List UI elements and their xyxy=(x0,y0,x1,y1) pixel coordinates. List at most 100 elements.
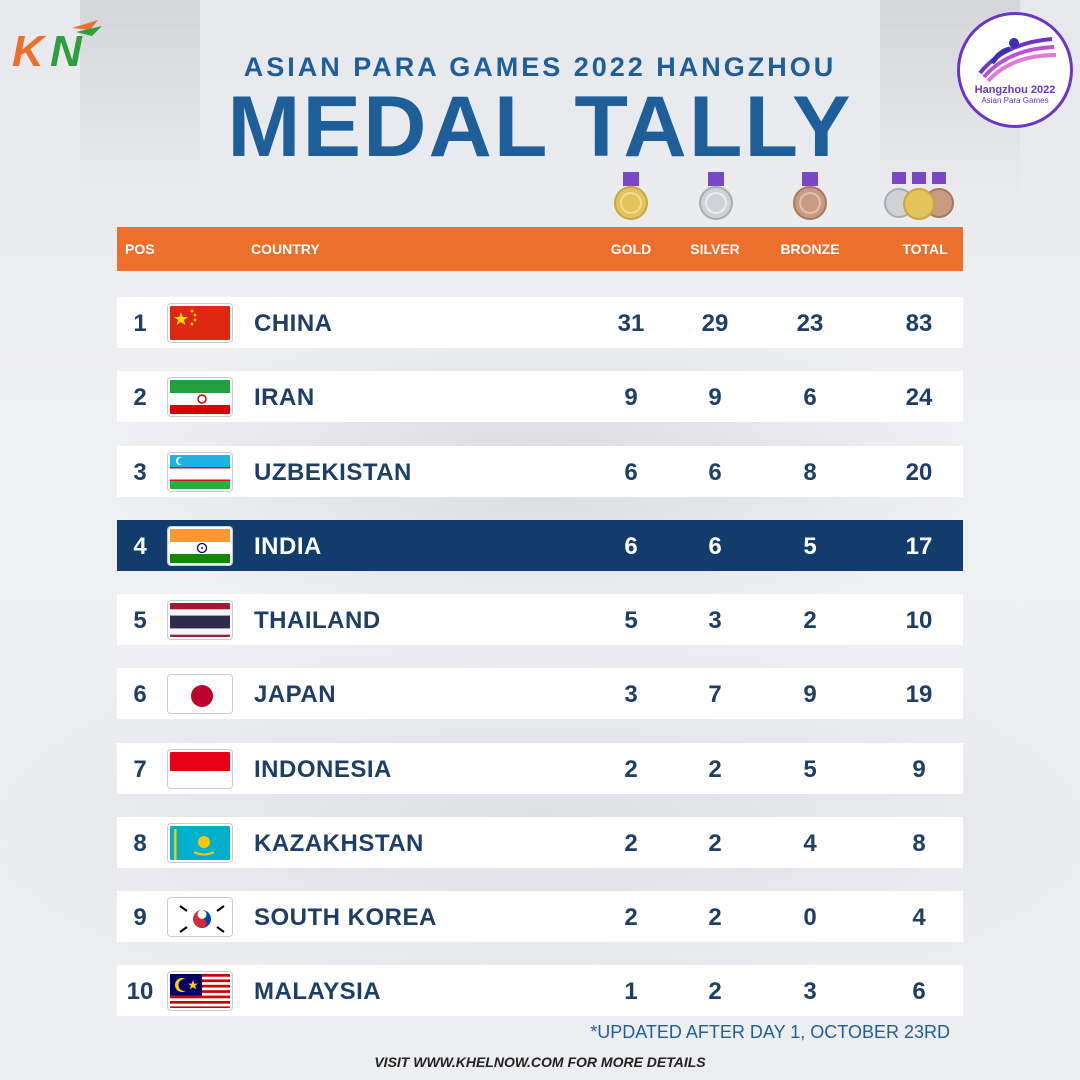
games-emblem-icon xyxy=(978,37,1057,83)
row-bronze: 9 xyxy=(803,681,817,708)
total-medals-icon xyxy=(884,172,954,220)
iran-flag-icon xyxy=(168,378,232,416)
malaysia-flag-icon xyxy=(168,972,232,1010)
row-position: 2 xyxy=(133,384,147,411)
row-position: 4 xyxy=(133,533,147,560)
header-country: COUNTRY xyxy=(251,241,320,257)
row-bronze: 6 xyxy=(803,384,817,411)
row-gold: 2 xyxy=(624,756,638,783)
row-country: CHINA xyxy=(254,310,333,337)
row-total: 24 xyxy=(905,384,933,411)
row-bronze: 5 xyxy=(803,756,817,783)
row-country: MALAYSIA xyxy=(254,978,382,1005)
row-gold: 9 xyxy=(624,384,638,411)
india-flag-icon xyxy=(168,527,232,565)
header-gold: GOLD xyxy=(610,241,652,257)
table-row: 7 INDONESIA 2 2 5 9 xyxy=(117,743,963,794)
row-bronze: 5 xyxy=(803,533,817,560)
row-gold: 5 xyxy=(624,607,638,634)
japan-flag-icon xyxy=(168,675,232,713)
row-position: 1 xyxy=(133,310,147,337)
table-row: 5 THAILAND 5 3 2 10 xyxy=(117,594,963,645)
row-total: 17 xyxy=(905,533,933,560)
row-country: IRAN xyxy=(254,384,315,411)
header-pos: POS xyxy=(125,241,155,257)
row-gold: 31 xyxy=(617,310,645,337)
row-bronze: 8 xyxy=(803,459,817,486)
row-silver: 29 xyxy=(701,310,729,337)
page-title: MEDAL TALLY xyxy=(227,79,853,175)
row-position: 10 xyxy=(126,978,154,1005)
table-row: 1 CHINA 31 29 23 83 xyxy=(117,297,963,348)
table-row: 2 IRAN 9 9 6 24 xyxy=(117,371,963,422)
row-total: 8 xyxy=(912,830,926,857)
row-silver: 6 xyxy=(708,459,722,486)
row-total: 83 xyxy=(905,310,933,337)
svg-text:K: K xyxy=(12,27,47,76)
row-country: SOUTH KOREA xyxy=(254,904,437,931)
row-position: 7 xyxy=(133,756,147,783)
silver-medal-icon xyxy=(699,172,733,220)
table-row: 3 UZBEKISTAN 6 6 8 20 xyxy=(117,446,963,497)
row-gold: 6 xyxy=(624,533,638,560)
background-building xyxy=(80,0,200,200)
row-position: 9 xyxy=(133,904,147,931)
row-silver: 2 xyxy=(708,904,722,931)
south-korea-flag-icon xyxy=(168,898,232,936)
row-silver: 2 xyxy=(708,830,722,857)
event-subtitle: ASIAN PARA GAMES 2022 HANGZHOU xyxy=(243,52,837,82)
row-gold: 2 xyxy=(624,904,638,931)
table-row: 10 MALAYSIA 1 2 3 6 xyxy=(117,965,963,1016)
row-bronze: 3 xyxy=(803,978,817,1005)
row-bronze: 2 xyxy=(803,607,817,634)
row-silver: 3 xyxy=(708,607,722,634)
svg-text:N: N xyxy=(50,27,83,76)
table-row: 4 INDIA 6 6 5 17 xyxy=(117,520,963,571)
row-total: 20 xyxy=(905,459,933,486)
hangzhou-2022-badge: Hangzhou 2022 Asian Para Games xyxy=(957,12,1073,128)
update-footnote: *UPDATED AFTER DAY 1, OCTOBER 23RD xyxy=(590,1022,950,1042)
header-silver: SILVER xyxy=(690,241,740,257)
row-position: 5 xyxy=(133,607,147,634)
row-silver: 2 xyxy=(708,756,722,783)
row-position: 3 xyxy=(133,459,147,486)
row-country: THAILAND xyxy=(254,607,381,634)
gold-medal-icon xyxy=(614,172,648,220)
row-silver: 2 xyxy=(708,978,722,1005)
kazakhstan-flag-icon xyxy=(168,824,232,862)
badge-subtitle: Asian Para Games xyxy=(981,96,1049,105)
table-row: 8 KAZAKHSTAN 2 2 4 8 xyxy=(117,817,963,868)
row-bronze: 23 xyxy=(796,310,824,337)
row-gold: 2 xyxy=(624,830,638,857)
row-total: 9 xyxy=(912,756,926,783)
row-total: 10 xyxy=(905,607,933,634)
row-country: INDONESIA xyxy=(254,756,392,783)
bronze-medal-icon xyxy=(793,172,827,220)
row-country: JAPAN xyxy=(254,681,337,708)
table-row: 9 SOUTH KOREA 2 2 0 4 xyxy=(117,891,963,942)
row-country: INDIA xyxy=(254,533,322,560)
row-total: 19 xyxy=(905,681,933,708)
uzbekistan-flag-icon xyxy=(168,453,232,491)
header-total: TOTAL xyxy=(902,241,948,257)
row-position: 8 xyxy=(133,830,147,857)
indonesia-flag-icon xyxy=(168,750,232,788)
row-total: 4 xyxy=(912,904,926,931)
visit-website-text[interactable]: VISIT WWW.KHELNOW.COM FOR MORE DETAILS xyxy=(374,1054,706,1070)
header-bronze: BRONZE xyxy=(780,241,840,257)
row-silver: 7 xyxy=(708,681,722,708)
table-row: 6 JAPAN 3 7 9 19 xyxy=(117,668,963,719)
row-country: UZBEKISTAN xyxy=(254,459,412,486)
row-gold: 3 xyxy=(624,681,638,708)
row-gold: 6 xyxy=(624,459,638,486)
row-silver: 6 xyxy=(708,533,722,560)
thailand-flag-icon xyxy=(168,601,232,639)
row-bronze: 4 xyxy=(803,830,817,857)
row-silver: 9 xyxy=(708,384,722,411)
china-flag-icon xyxy=(168,304,232,342)
row-total: 6 xyxy=(912,978,926,1005)
row-position: 6 xyxy=(133,681,147,708)
row-bronze: 0 xyxy=(803,904,817,931)
row-gold: 1 xyxy=(624,978,638,1005)
table-header: POS COUNTRY GOLD SILVER BRONZE TOTAL xyxy=(117,227,963,271)
